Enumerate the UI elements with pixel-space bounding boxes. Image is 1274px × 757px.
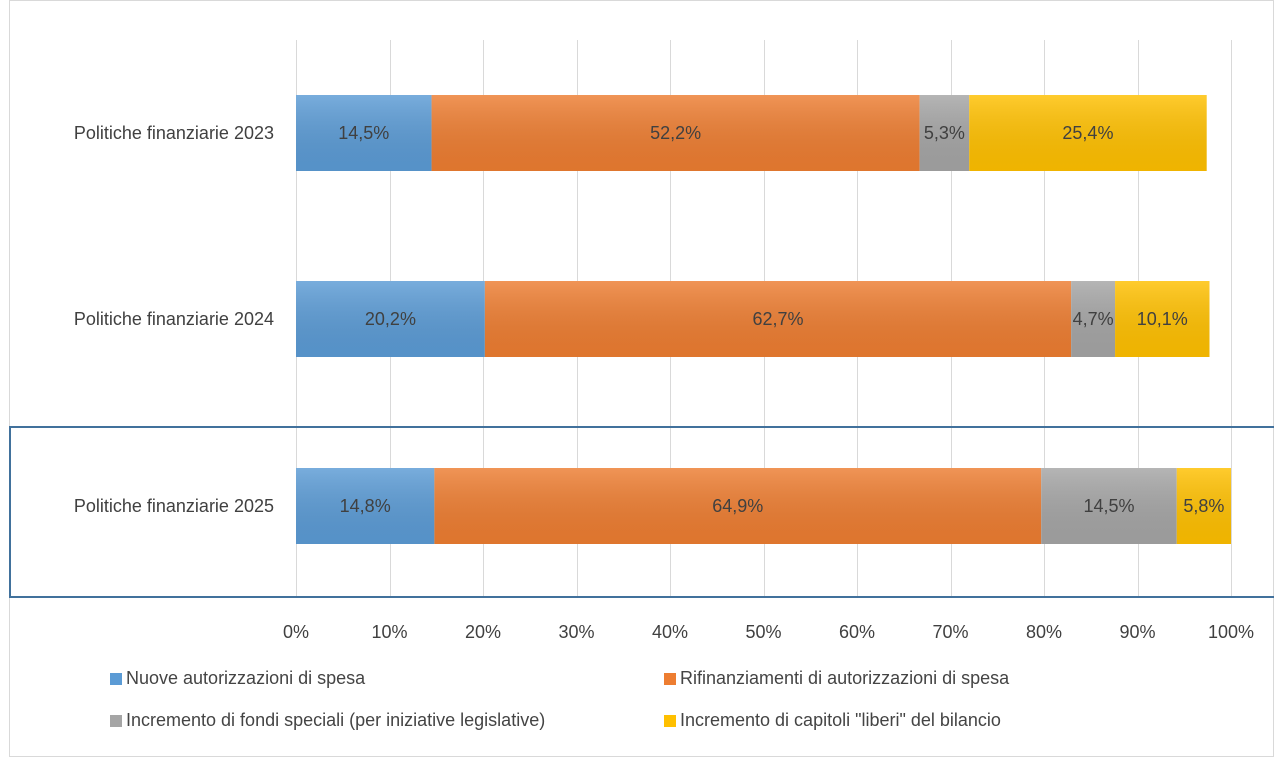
x-tick-label: 100% bbox=[1208, 622, 1254, 642]
data-label: 20,2% bbox=[365, 309, 416, 329]
bar-segment-shade bbox=[431, 95, 920, 171]
bar-segment-shade bbox=[1115, 281, 1210, 357]
bar-segment-shade bbox=[296, 95, 432, 171]
bar-segment-shade bbox=[296, 281, 485, 357]
x-tick-label: 80% bbox=[1026, 622, 1062, 642]
legend-swatch bbox=[664, 714, 676, 727]
x-tick-label: 70% bbox=[932, 622, 968, 642]
legend-label: Nuove autorizzazioni di spesa bbox=[126, 668, 366, 688]
bar-segment-shade bbox=[1176, 468, 1231, 544]
x-tick-label: 40% bbox=[652, 622, 688, 642]
data-label: 64,9% bbox=[712, 496, 763, 516]
data-label: 14,5% bbox=[1083, 496, 1134, 516]
x-tick-label: 60% bbox=[839, 622, 875, 642]
data-label: 10,1% bbox=[1137, 309, 1188, 329]
legend-item: Nuove autorizzazioni di spesa bbox=[110, 668, 365, 689]
bar-segment-shade bbox=[1071, 281, 1116, 357]
bar-segment-shade bbox=[484, 281, 1072, 357]
legend-swatch bbox=[110, 672, 122, 685]
x-tick-label: 90% bbox=[1119, 622, 1155, 642]
data-label: 62,7% bbox=[752, 309, 803, 329]
legend-label: Incremento di capitoli "liberi" del bila… bbox=[680, 710, 1001, 730]
x-tick-label: 30% bbox=[558, 622, 594, 642]
bar-segment-shade bbox=[434, 468, 1042, 544]
category-label: Politiche finanziarie 2025 bbox=[74, 496, 274, 516]
category-label: Politiche finanziarie 2023 bbox=[74, 123, 274, 143]
x-tick-label: 50% bbox=[745, 622, 781, 642]
legend-item: Incremento di capitoli "liberi" del bila… bbox=[664, 710, 1001, 731]
bar-segment-shade bbox=[296, 468, 435, 544]
x-tick-label: 0% bbox=[283, 622, 309, 642]
legend-swatch bbox=[110, 714, 122, 727]
data-label: 5,8% bbox=[1183, 496, 1224, 516]
category-label: Politiche finanziarie 2024 bbox=[74, 309, 274, 329]
legend-item: Rifinanziamenti di autorizzazioni di spe… bbox=[664, 668, 1009, 689]
x-tick-label: 10% bbox=[371, 622, 407, 642]
bar-segment-shade bbox=[1041, 468, 1177, 544]
x-tick-label: 20% bbox=[465, 622, 501, 642]
legend-item: Incremento di fondi speciali (per inizia… bbox=[110, 710, 545, 731]
legend-swatch bbox=[664, 672, 676, 685]
legend-label: Incremento di fondi speciali (per inizia… bbox=[126, 710, 546, 730]
bar-segment-shade bbox=[969, 95, 1207, 171]
data-label: 5,3% bbox=[924, 123, 965, 143]
data-label: 4,7% bbox=[1073, 309, 1114, 329]
bar-segment-shade bbox=[919, 95, 970, 171]
data-label: 14,5% bbox=[338, 123, 389, 143]
legend-label: Rifinanziamenti di autorizzazioni di spe… bbox=[680, 668, 1010, 688]
data-label: 52,2% bbox=[650, 123, 701, 143]
highlight-box bbox=[9, 426, 1274, 598]
data-label: 14,8% bbox=[340, 496, 391, 516]
data-label: 25,4% bbox=[1062, 123, 1113, 143]
